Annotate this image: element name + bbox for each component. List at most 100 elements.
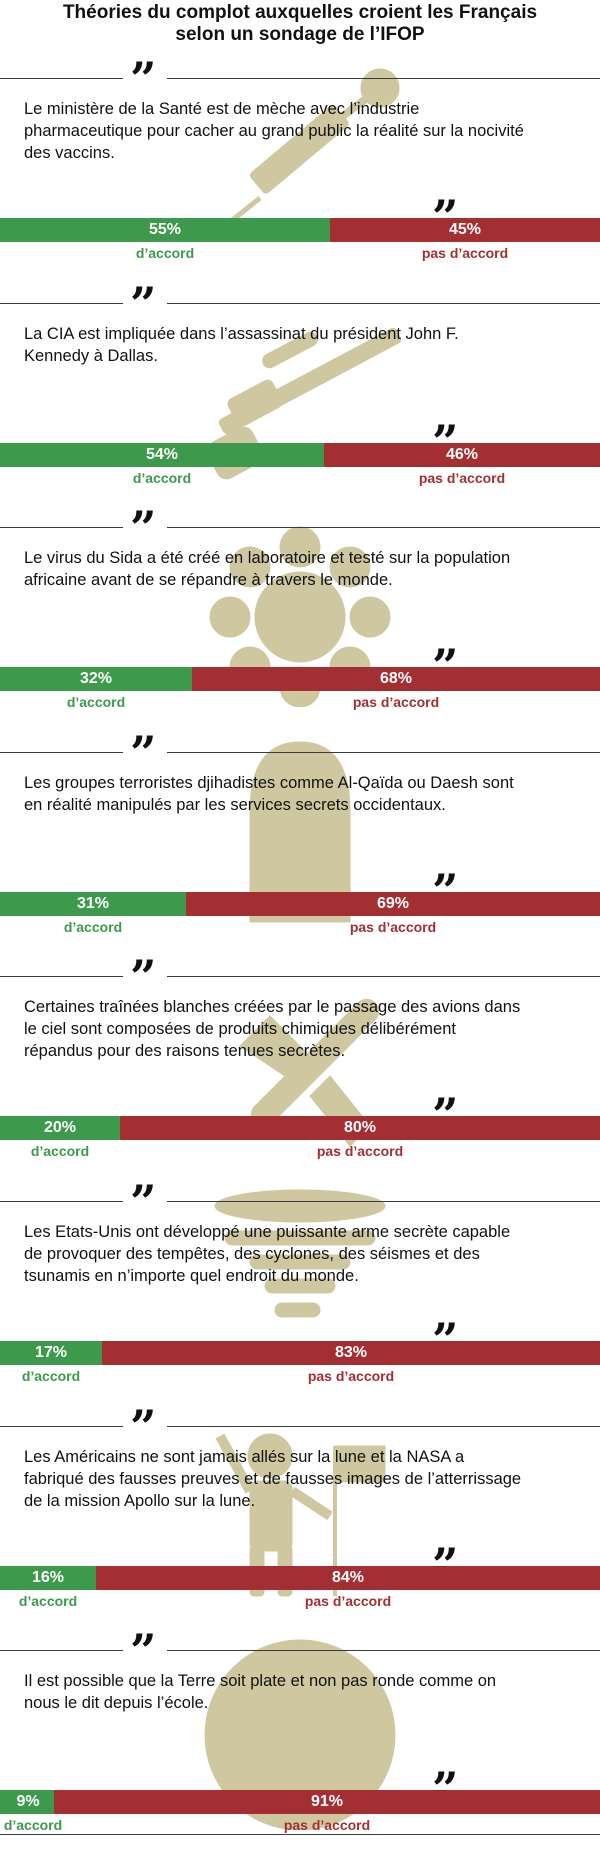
statement-line: La CIA est impliquée dans l’assassinat d… xyxy=(24,324,459,343)
disagree-percent-label: 80% xyxy=(343,1119,377,1137)
statement-line: des vaccins. xyxy=(24,144,115,162)
disagree-percent-label: 68% xyxy=(379,670,413,688)
agree-percent-label: 55% xyxy=(148,221,182,238)
statement-line: nous le dit depuis l’école. xyxy=(24,1694,209,1713)
divider-right xyxy=(167,1201,600,1202)
stacked-bar xyxy=(0,1116,600,1141)
stacked-bar xyxy=(0,218,600,242)
statement-text: Le ministère de la Santé est de mèche av… xyxy=(24,98,584,164)
disagree-category-label: pas d’accord xyxy=(283,1817,371,1834)
statement-line: Les Etats-Unis ont développé une puissan… xyxy=(24,1223,511,1241)
statement-text: Les Etats-Unis ont développé une puissan… xyxy=(24,1221,584,1287)
bar-disagree-segment xyxy=(54,1790,600,1815)
quote-open-icon: ” xyxy=(130,1399,157,1454)
agree-percent-label: 16% xyxy=(31,1568,65,1586)
disagree-percent-label: 83% xyxy=(334,1344,368,1361)
disagree-percent-label: 84% xyxy=(331,1568,365,1586)
agree-category-label: d’accord xyxy=(132,469,192,486)
statement-block: ” Le virus du Sida a été créé en laborato… xyxy=(0,505,600,753)
bar-agree-segment xyxy=(0,1116,120,1141)
statement-text: La CIA est impliquée dans l’assassinat d… xyxy=(24,323,584,367)
divider-right xyxy=(167,751,600,753)
bar-disagree-segment xyxy=(186,891,600,916)
divider-left xyxy=(0,976,123,978)
stacked-bar xyxy=(0,667,600,692)
title-line-2: selon un sondage de l’IFOP xyxy=(175,24,425,45)
chart-title: Théories du complot auxquelles croient l… xyxy=(0,2,600,46)
statement-line: le ciel sont composées de produits chimi… xyxy=(24,1020,456,1039)
statement-block: ” Les Etats-Unis ont développé une puissa… xyxy=(0,1179,600,1427)
statement-line: répandus pour des raisons tenues secrète… xyxy=(24,1042,346,1061)
statement-line: Les groupes terroristes djihadistes comm… xyxy=(24,773,514,792)
statement-block: ” Les groupes terroristes djihadistes com… xyxy=(0,730,600,978)
bar-agree-segment xyxy=(0,218,330,242)
agree-percent-label: 32% xyxy=(79,670,113,688)
stacked-bar xyxy=(0,891,600,916)
disagree-percent-label: 69% xyxy=(376,894,410,912)
bar-agree-segment xyxy=(0,891,186,916)
bar-agree-segment xyxy=(0,667,192,692)
agree-category-label: d’accord xyxy=(18,1592,78,1609)
title-line-1: Théories du complot auxquelles croient l… xyxy=(62,2,538,23)
agree-category-label: d’accord xyxy=(66,694,126,711)
statement-line: fabriqué des fausses preuves et de fauss… xyxy=(24,1469,522,1488)
divider-right xyxy=(167,78,600,79)
agree-percent-label: 17% xyxy=(34,1344,68,1361)
bar-agree-segment xyxy=(0,1565,96,1590)
divider-left xyxy=(0,751,123,753)
bar-disagree-segment xyxy=(120,1116,600,1141)
statement-line: tsunamis en n’importe quel endroit du mo… xyxy=(24,1267,359,1285)
statement-line: de la mission Apollo sur la lune. xyxy=(24,1491,256,1510)
agree-percent-label: 9% xyxy=(16,1793,40,1811)
statement-block: ” Les Américains ne sont jamais allés sur… xyxy=(0,1404,600,1652)
divider-left xyxy=(0,302,123,304)
statement-line: Certaines traînées blanches créées par l… xyxy=(24,998,521,1017)
bar-agree-segment xyxy=(0,1341,102,1365)
statement-line: de provoquer des tempêtes, des cyclones,… xyxy=(24,1245,480,1263)
disagree-category-label: pas d’accord xyxy=(418,469,506,486)
statement-block: ” Certaines traînées blanches créées par … xyxy=(0,954,600,1202)
quote-open-icon: ” xyxy=(130,52,157,106)
statement-block: ” La CIA est impliquée dans l’assassinat … xyxy=(0,281,600,529)
disagree-percent-label: 45% xyxy=(448,221,482,238)
statement-text: Le virus du Sida a été créé en laboratoi… xyxy=(24,547,584,591)
disagree-category-label: pas d’accord xyxy=(307,1368,395,1384)
divider-left xyxy=(0,1201,123,1202)
disagree-category-label: pas d’accord xyxy=(316,1143,404,1160)
divider-left xyxy=(0,1425,123,1427)
statement-line: pharmaceutique pour cacher au grand publ… xyxy=(24,122,524,140)
divider-left xyxy=(0,78,123,79)
divider-right xyxy=(167,527,600,529)
statement-text: Certaines traînées blanches créées par l… xyxy=(24,996,584,1062)
divider-left xyxy=(0,527,123,529)
quote-open-icon: ” xyxy=(130,725,157,780)
divider-right xyxy=(167,1425,600,1427)
bar-disagree-segment xyxy=(324,442,600,467)
bar-disagree-segment xyxy=(192,667,600,692)
quote-open-icon: ” xyxy=(130,1175,157,1229)
statement-block: ” Il est possible que la Terre soit plate… xyxy=(0,1628,600,1876)
bar-disagree-segment xyxy=(96,1565,600,1590)
statement-block: ” Le ministère de la Santé est de mèche a… xyxy=(0,56,600,304)
divider-right xyxy=(167,976,600,978)
quote-open-icon: ” xyxy=(130,950,157,1005)
disagree-percent-label: 46% xyxy=(445,445,479,463)
statement-line: Le ministère de la Santé est de mèche av… xyxy=(24,100,420,118)
stacked-bar xyxy=(0,442,600,467)
statement-line: Les Américains ne sont jamais allés sur … xyxy=(24,1447,465,1466)
statement-line: Il est possible que la Terre soit plate … xyxy=(24,1672,497,1691)
statement-line: Kennedy à Dallas. xyxy=(24,346,158,365)
stacked-bar xyxy=(0,1565,600,1590)
bottom-divider xyxy=(0,1834,600,1835)
stacked-bar xyxy=(0,1341,600,1365)
statement-line: africaine avant de se répandre à travers… xyxy=(24,571,393,590)
statement-line: Le virus du Sida a été créé en laboratoi… xyxy=(24,549,511,568)
statement-text: Les groupes terroristes djihadistes comm… xyxy=(24,772,584,816)
agree-category-label: d’accord xyxy=(135,245,195,261)
disagree-category-label: pas d’accord xyxy=(352,694,440,711)
disagree-category-label: pas d’accord xyxy=(304,1592,392,1609)
agree-category-label: d’accord xyxy=(3,1817,63,1834)
bar-agree-segment xyxy=(0,1790,54,1815)
disagree-percent-label: 91% xyxy=(310,1793,344,1811)
